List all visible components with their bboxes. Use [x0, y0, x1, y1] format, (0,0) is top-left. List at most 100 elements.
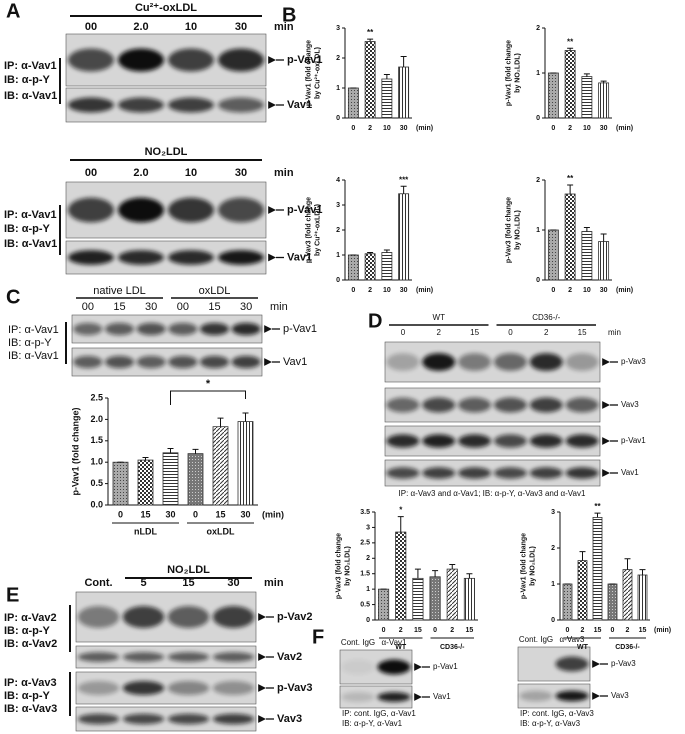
blot-band [458, 353, 492, 371]
probe-label: IB: α-Vav3 [4, 703, 57, 715]
error-bar [217, 417, 224, 427]
band-label: Vav2 [277, 651, 302, 663]
lane-label: 10 [185, 21, 197, 33]
x-tick-label: 2 [368, 287, 372, 294]
blot-band [118, 97, 164, 113]
y-tick-label: 0 [336, 277, 340, 284]
blot-band [167, 606, 210, 628]
blot-band [493, 397, 527, 413]
y-tick-label: 0.0 [90, 499, 103, 509]
x-tick-label: 15 [466, 627, 474, 634]
x-tick-label: 30 [165, 509, 175, 519]
error-bar [192, 448, 199, 454]
blot-band [218, 97, 264, 113]
error-bar [167, 448, 174, 453]
probe-label: IB: α-p-Y [4, 625, 51, 637]
bar [187, 453, 204, 506]
blot-band [212, 606, 255, 628]
blot-band [168, 322, 198, 336]
y-tick-label: 3.5 [360, 509, 370, 516]
significance-label: ** [567, 174, 574, 183]
x-tick-label: 2 [368, 125, 372, 132]
y-tick-label: 0.5 [90, 478, 103, 488]
error-bar [432, 570, 439, 577]
probe-label: IB: α-p-Y [4, 223, 51, 235]
x-tick-label: 2 [581, 627, 585, 634]
y-tick-label: 0 [366, 617, 370, 624]
blot-band [212, 713, 255, 725]
lane-label: 2 [544, 328, 549, 337]
blot-band [68, 197, 114, 223]
error-bar [600, 80, 607, 83]
x-tick-label: 0 [611, 627, 615, 634]
blot-band [77, 606, 120, 628]
x-axis-label: (min) [616, 125, 633, 132]
lane-label: 2.0 [133, 167, 148, 179]
blot-band [529, 467, 563, 479]
blot-band [122, 652, 165, 662]
blot-band [168, 250, 214, 265]
y-tick-label: 1.5 [90, 435, 103, 445]
bar [562, 583, 573, 621]
blot-band [168, 48, 214, 72]
blot-band [377, 692, 411, 702]
blot-band [458, 434, 492, 448]
error-bar [567, 184, 574, 194]
x-tick-label: 0 [351, 287, 355, 294]
bar [581, 76, 593, 119]
x-tick-label: 2 [568, 287, 572, 294]
bar [381, 252, 393, 281]
significance-label: ** [594, 502, 601, 511]
bar [395, 531, 407, 621]
x-axis-label: (min) [416, 287, 433, 294]
x-tick-label: 0 [551, 125, 555, 132]
blot-band [68, 250, 114, 265]
y-tick-label: 2.5 [90, 392, 103, 402]
blot-band [493, 353, 527, 371]
bar [364, 41, 376, 119]
x-tick-label: 30 [400, 287, 408, 294]
error-bar [600, 233, 607, 242]
error-bar [414, 568, 421, 579]
group-label: CD36-/- [532, 313, 560, 322]
lane-label: α-Vav1 [382, 638, 407, 647]
blot-caption: IP: cont. IgG, α-Vav3 [520, 709, 594, 718]
blot-band [73, 322, 103, 336]
blot-caption: IP: cont. IgG, α-Vav1 [342, 709, 416, 718]
error-bar [142, 456, 149, 461]
group-label: CD36-/- [440, 644, 465, 651]
blot-band [529, 397, 563, 413]
y-tick-label: 1 [366, 586, 370, 593]
blot-band [529, 353, 563, 371]
x-tick-label: 2 [399, 627, 403, 634]
x-tick-label: 0 [551, 287, 555, 294]
probe-label: IP: α-Vav3 [4, 677, 57, 689]
x-axis-label: (min) [616, 287, 633, 294]
band-label: p-Vav1 [283, 323, 317, 335]
blot-band [167, 680, 210, 696]
bar [463, 577, 475, 621]
lane-label: 0 [508, 328, 513, 337]
blot-band [73, 355, 103, 369]
x-tick-label: 30 [240, 509, 250, 519]
x-tick-label: 2 [450, 627, 454, 634]
lane-label: α-Vav3 [560, 635, 585, 644]
x-tick-label: 10 [383, 287, 391, 294]
x-tick-label: 0 [433, 627, 437, 634]
blot-band [386, 353, 420, 371]
bar [347, 254, 359, 281]
lane-label: 00 [177, 301, 189, 313]
blot-band [493, 434, 527, 448]
band-label: Vav1 [621, 468, 639, 477]
x-tick-label: 0 [118, 509, 123, 519]
probe-label: IP: α-Vav1 [4, 209, 57, 221]
panel-label: F [312, 626, 324, 648]
band-label: p-Vav2 [277, 611, 312, 623]
y-tick-label: 1.5 [360, 571, 370, 578]
error-bar [400, 185, 407, 194]
y-tick-label: 1 [551, 581, 555, 588]
band-label: p-Vav3 [621, 357, 646, 366]
y-axis-label: p-Vav1 (fold change [305, 40, 312, 106]
x-axis-label: (min) [654, 627, 671, 634]
bar [347, 87, 359, 119]
